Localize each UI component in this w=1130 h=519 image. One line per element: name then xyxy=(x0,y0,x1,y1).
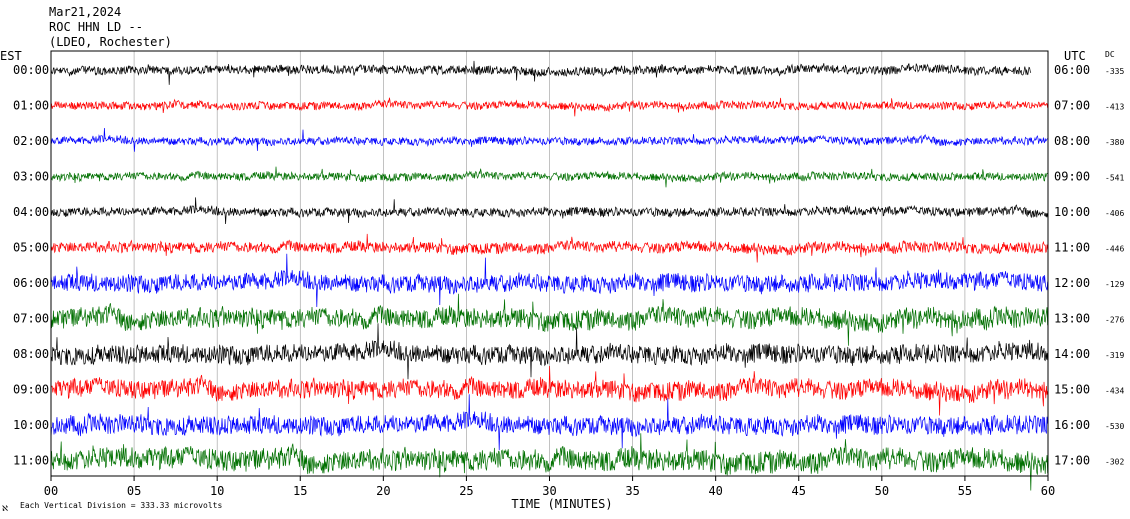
x-tick-label: 60 xyxy=(1041,484,1055,498)
trace-row-0300 xyxy=(50,166,1048,188)
est-hour-label: 09:00 xyxy=(13,383,49,397)
est-hour-label: 01:00 xyxy=(13,99,49,113)
utc-hour-label: 15:00 xyxy=(1054,383,1090,397)
utc-hour-label: 12:00 xyxy=(1054,276,1090,290)
x-tick-label: 30 xyxy=(542,484,556,498)
trace-row-0100 xyxy=(50,97,1048,117)
dc-offset-label: -276 xyxy=(1105,316,1124,325)
utc-hour-label: 16:00 xyxy=(1054,418,1090,432)
est-hour-label: 06:00 xyxy=(13,276,49,290)
x-tick-label: 35 xyxy=(625,484,639,498)
utc-hour-label: 08:00 xyxy=(1054,134,1090,148)
utc-hour-label: 09:00 xyxy=(1054,170,1090,184)
trace-row-0900 xyxy=(50,365,1048,416)
trace-row-1100 xyxy=(50,433,1048,491)
x-tick-label: 25 xyxy=(459,484,473,498)
dc-offset-label: -319 xyxy=(1105,351,1124,360)
dc-offset-label: -446 xyxy=(1105,245,1124,254)
dc-offset-label: -530 xyxy=(1105,422,1124,431)
dc-column-label: DC xyxy=(1105,50,1115,59)
x-tick-label: 05 xyxy=(127,484,141,498)
utc-hour-label: 11:00 xyxy=(1054,241,1090,255)
utc-hour-label: 07:00 xyxy=(1054,99,1090,113)
est-hour-label: 02:00 xyxy=(13,134,49,148)
x-tick-label: 20 xyxy=(376,484,390,498)
x-tick-label: 00 xyxy=(44,484,58,498)
header-date: Mar21,2024 xyxy=(49,5,121,19)
est-axis-label: EST xyxy=(0,49,22,63)
scale-note: Each Vertical Division = 333.33 microvol… xyxy=(20,501,222,510)
x-tick-layer: 00 05 10 15 20 25 30 35 40 45 50 55 60 xyxy=(44,476,1055,498)
dc-offset-label: -302 xyxy=(1105,458,1124,467)
utc-hour-label: 06:00 xyxy=(1054,63,1090,77)
trace-row-1000 xyxy=(50,394,1048,451)
x-tick-label: 45 xyxy=(792,484,806,498)
est-hour-label: 10:00 xyxy=(13,418,49,432)
x-tick-label: 10 xyxy=(210,484,224,498)
corner-glyph: ℵ xyxy=(2,504,8,513)
utc-hour-label: 17:00 xyxy=(1054,454,1090,468)
x-tick-label: 40 xyxy=(708,484,722,498)
dc-offset-label: -380 xyxy=(1105,138,1124,147)
trace-row-0000 xyxy=(50,60,1032,85)
est-hour-label: 04:00 xyxy=(13,205,49,219)
est-hour-label: 03:00 xyxy=(13,170,49,184)
trace-row-0200 xyxy=(50,127,1048,152)
header-station: ROC HHN LD -- xyxy=(49,20,143,34)
trace-row-0800 xyxy=(50,323,1048,380)
utc-hour-label: 10:00 xyxy=(1054,205,1090,219)
dc-offset-label: -413 xyxy=(1105,103,1124,112)
x-tick-label: 55 xyxy=(958,484,972,498)
trace-row-0500 xyxy=(50,233,1048,263)
dc-offset-label: -541 xyxy=(1105,174,1124,183)
est-hour-label: 08:00 xyxy=(13,347,49,361)
utc-axis-label: UTC xyxy=(1064,49,1086,63)
grid-layer xyxy=(133,51,966,476)
row-label-layer: 00:00 06:00 -335 01:00 07:00 -413 02:00 08:00 -3… xyxy=(13,63,1124,468)
trace-row-0700 xyxy=(50,293,1048,346)
x-tick-label: 15 xyxy=(293,484,307,498)
dc-offset-label: -129 xyxy=(1105,280,1124,289)
x-axis-title: TIME (MINUTES) xyxy=(511,497,612,511)
x-tick-label: 50 xyxy=(875,484,889,498)
utc-hour-label: 14:00 xyxy=(1054,347,1090,361)
trace-row-0600 xyxy=(50,253,1048,308)
est-hour-label: 00:00 xyxy=(13,63,49,77)
dc-offset-label: -406 xyxy=(1105,209,1124,218)
est-hour-label: 05:00 xyxy=(13,241,49,255)
est-hour-label: 11:00 xyxy=(13,454,49,468)
trace-row-0400 xyxy=(50,197,1048,225)
header-location: (LDEO, Rochester) xyxy=(49,35,172,49)
est-hour-label: 07:00 xyxy=(13,312,49,326)
utc-hour-label: 13:00 xyxy=(1054,312,1090,326)
dc-offset-label: -434 xyxy=(1105,387,1124,396)
trace-layer xyxy=(50,60,1048,491)
dc-offset-label: -335 xyxy=(1105,67,1124,76)
